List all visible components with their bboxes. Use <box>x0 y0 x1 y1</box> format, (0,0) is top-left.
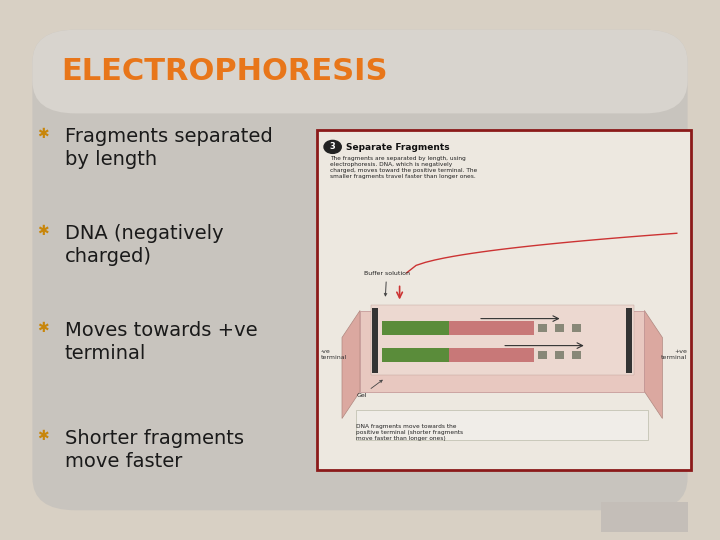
Bar <box>555 324 564 332</box>
Bar <box>371 305 634 375</box>
Circle shape <box>324 140 341 153</box>
Bar <box>539 351 547 359</box>
Text: Separate Fragments: Separate Fragments <box>346 143 449 152</box>
Bar <box>372 308 378 373</box>
Text: ✱: ✱ <box>37 224 49 238</box>
Text: +ve
terminal: +ve terminal <box>661 349 688 360</box>
Text: ✱: ✱ <box>37 321 49 335</box>
Bar <box>382 321 449 335</box>
Text: 3: 3 <box>330 143 336 151</box>
Bar <box>317 130 691 470</box>
Text: Moves towards +ve
terminal: Moves towards +ve terminal <box>65 321 258 363</box>
Text: ✱: ✱ <box>37 429 49 443</box>
Bar <box>449 348 534 362</box>
Text: ✱: ✱ <box>37 127 49 141</box>
Text: The fragments are separated by length, using
electrophoresis. DNA, which is nega: The fragments are separated by length, u… <box>330 156 477 179</box>
Text: Gel: Gel <box>356 380 382 398</box>
FancyBboxPatch shape <box>32 30 688 113</box>
Bar <box>356 410 648 440</box>
Bar <box>601 502 688 532</box>
Text: ELECTROPHORESIS: ELECTROPHORESIS <box>61 57 387 86</box>
Text: Buffer solution: Buffer solution <box>364 272 410 296</box>
Text: DNA fragments move towards the
positive terminal (shorter fragments
move faster : DNA fragments move towards the positive … <box>356 424 464 441</box>
Bar <box>555 351 564 359</box>
Text: -ve
terminal: -ve terminal <box>320 349 347 360</box>
Bar <box>539 324 547 332</box>
Bar <box>449 321 534 335</box>
Polygon shape <box>644 310 662 419</box>
Text: Shorter fragments
move faster: Shorter fragments move faster <box>65 429 244 471</box>
Text: DNA (negatively
charged): DNA (negatively charged) <box>65 224 223 266</box>
FancyBboxPatch shape <box>32 30 688 510</box>
Bar <box>626 308 632 373</box>
Bar <box>572 324 581 332</box>
Bar <box>382 348 449 362</box>
Bar <box>360 310 644 392</box>
Bar <box>572 351 581 359</box>
Text: Fragments separated
by length: Fragments separated by length <box>65 127 273 168</box>
Polygon shape <box>342 310 360 419</box>
